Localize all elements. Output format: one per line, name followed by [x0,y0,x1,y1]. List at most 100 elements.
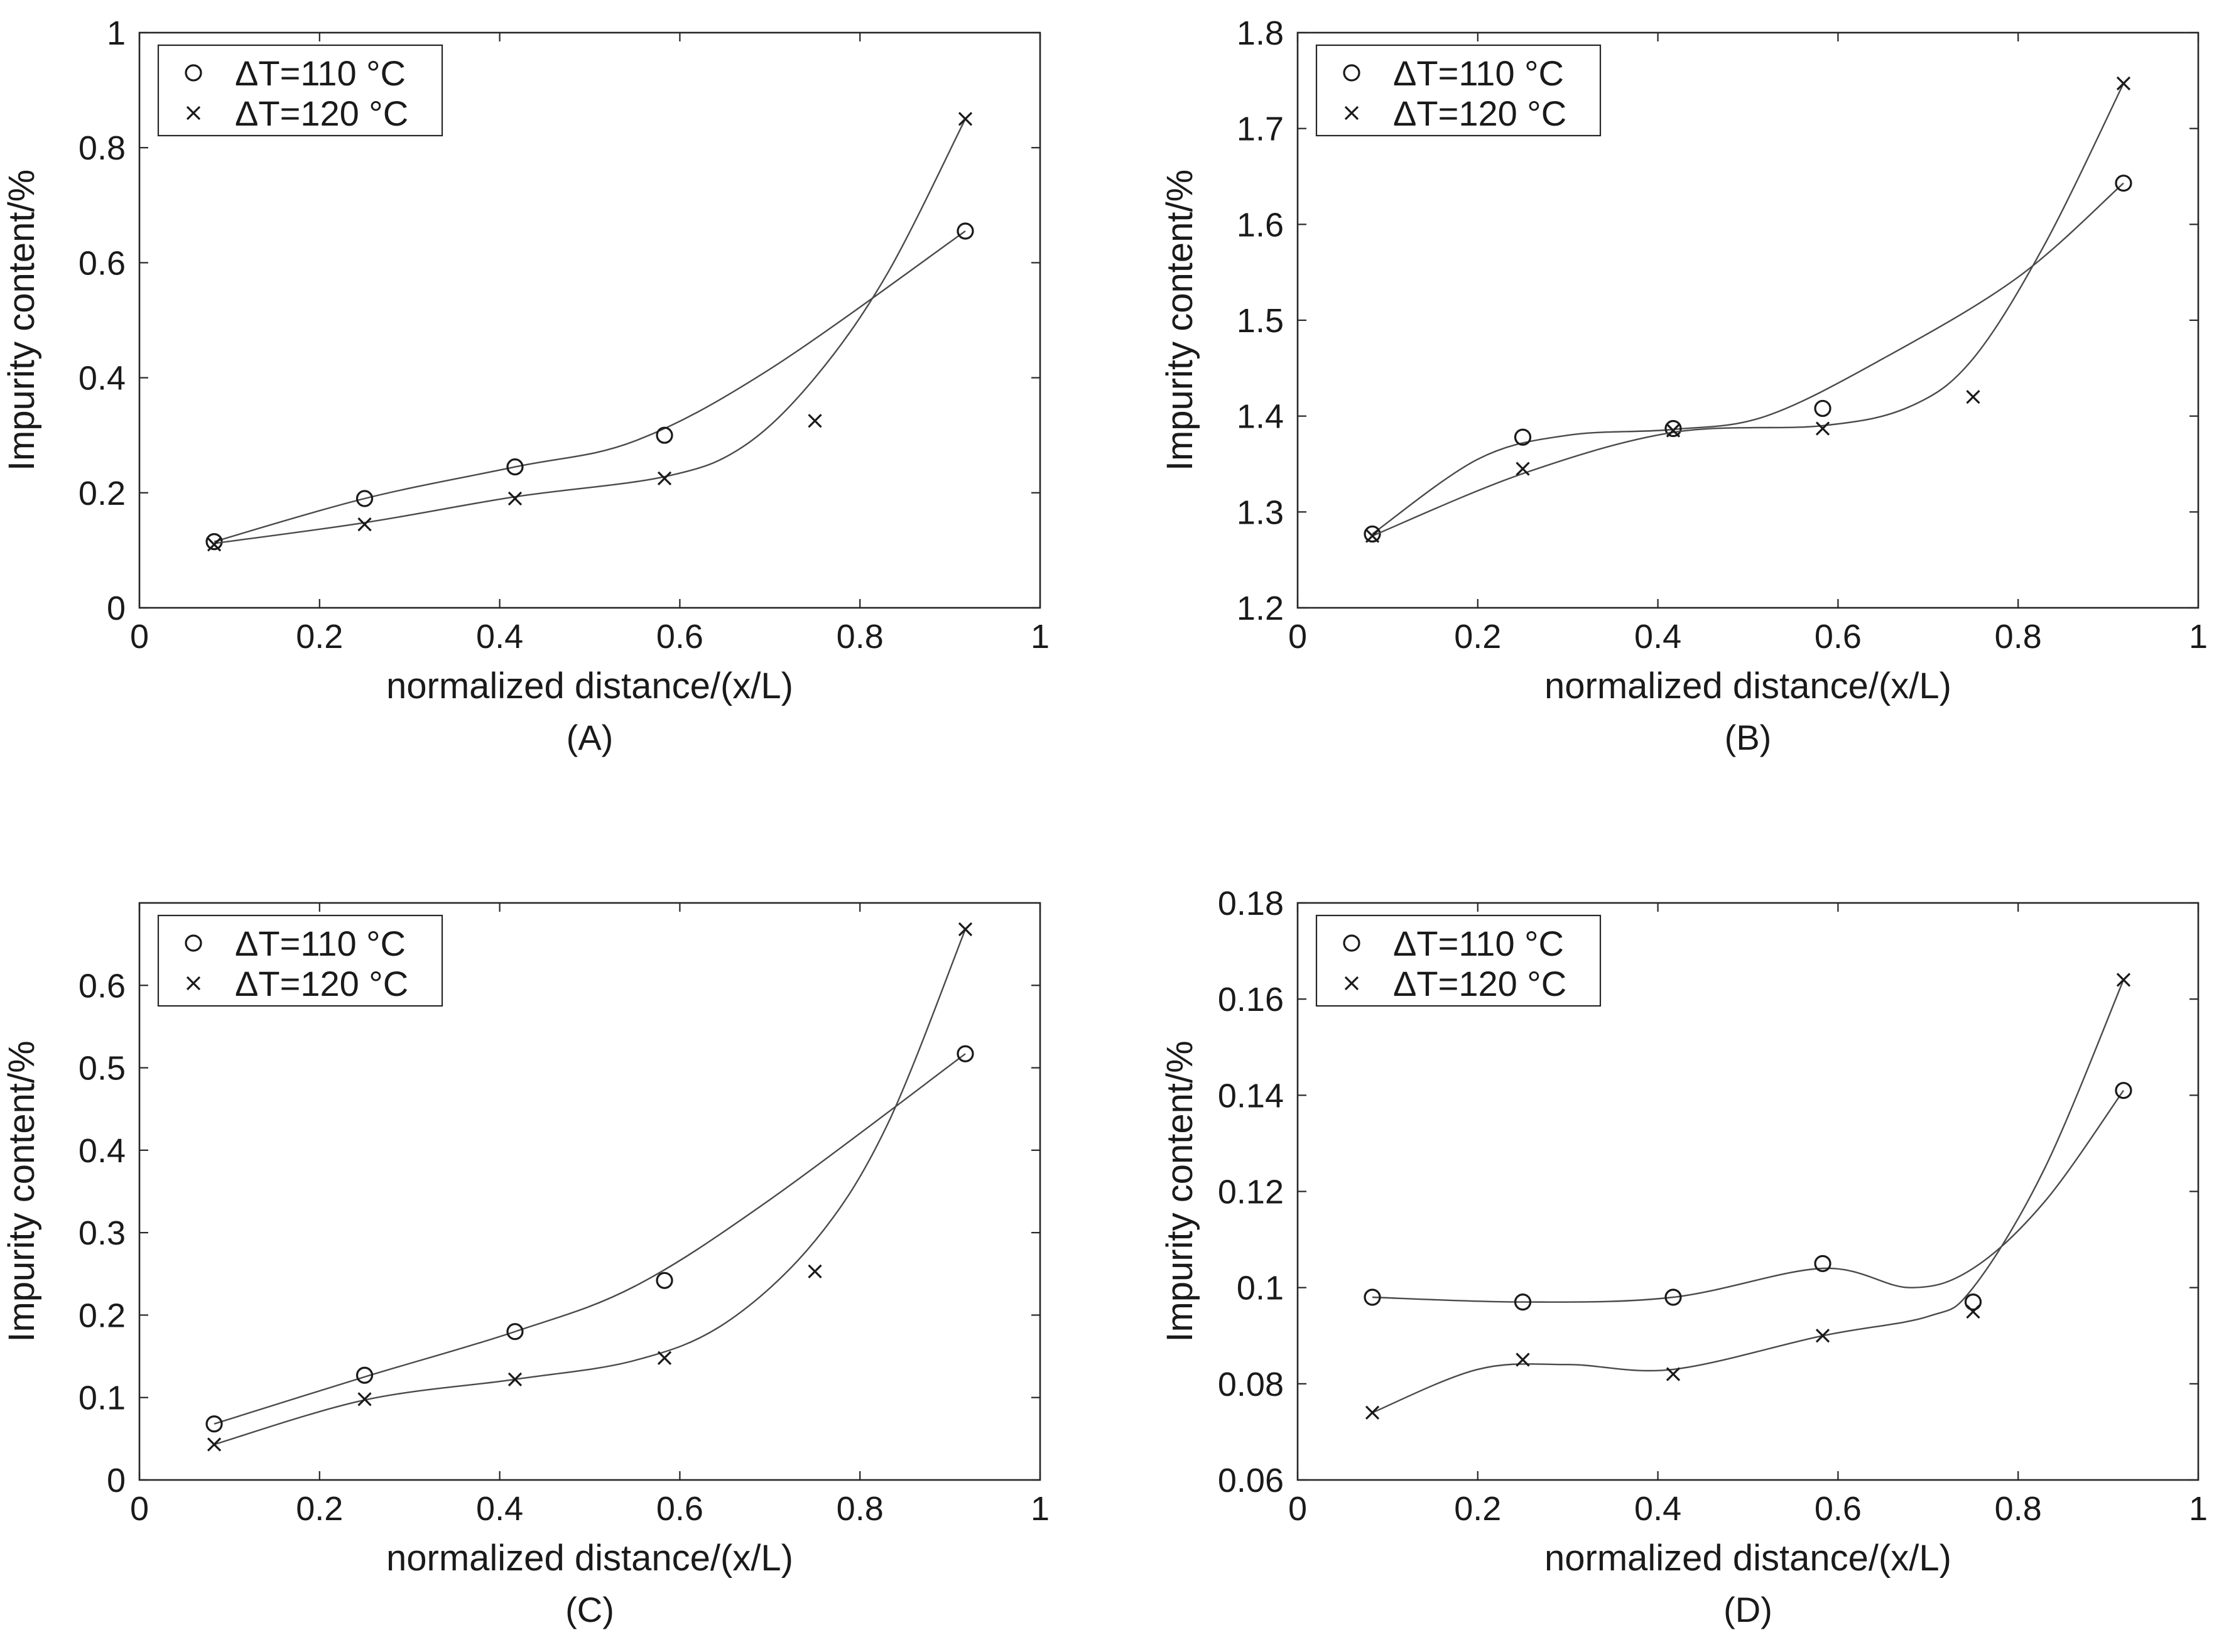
data-point-circle [1814,1255,1831,1272]
y-tick-label: 0.6 [79,967,126,1005]
x-tick-label: 0 [1288,618,1307,656]
x-axis-label: normalized distance/(x/L) [1544,1538,1951,1579]
data-point-circle [1514,428,1532,446]
data-point-cross [808,414,822,428]
y-tick-label: 1.5 [1237,302,1284,340]
data-point-circle [957,1045,974,1062]
x-tick-label: 0.2 [296,618,343,656]
y-tick-label: 0.5 [79,1050,126,1088]
y-axis-label: Impurity content/% [1,1040,42,1342]
series-dt120 [207,112,973,552]
y-tick-label: 0.2 [79,1297,126,1334]
series-dt110 [205,222,974,551]
plot-frame [138,31,1041,609]
data-point-cross [2116,76,2131,91]
data-point-cross [507,491,523,506]
data-point-cross [1365,529,1380,543]
fit-curve [214,1053,966,1425]
y-tick-label: 1 [107,14,126,52]
x-axis-label: normalized distance/(x/L) [386,1538,793,1579]
legend-entry: ΔT=110 °C [1393,924,1564,963]
y-tick-label: 1.2 [1237,590,1284,627]
plot-frame [138,902,1041,1481]
x-tick-label: 0.4 [1634,1490,1681,1528]
x-tick-label: 1 [1031,618,1050,656]
x-tick-label: 0.8 [837,1490,884,1528]
legend-entry: ΔT=120 °C [235,94,408,133]
legend-box [1315,914,1602,1007]
data-point-cross [207,537,222,552]
data-point-cross [1666,423,1681,438]
x-tick-label: 0.6 [656,1490,703,1528]
data-point-cross [657,471,672,486]
legend-marker-circle [185,934,202,952]
data-point-cross [808,1264,822,1278]
data-point-cross [1815,421,1830,436]
data-point-cross [357,1392,372,1406]
y-tick-label: 0.8 [79,129,126,167]
x-tick-label: 1 [1031,1490,1050,1528]
x-tick-label: 0.2 [1454,618,1501,656]
x-tick-label: 0.6 [656,618,703,656]
x-tick-label: 1 [2189,1490,2208,1528]
legend: ΔT=110 °CΔT=120 °C [157,914,443,1007]
y-tick-label: 0.2 [79,475,126,512]
data-point-circle [656,426,673,444]
data-point-cross [1666,1367,1681,1381]
fit-curve [1372,182,2124,535]
y-tick-label: 0 [107,590,126,627]
data-point-cross [207,1437,222,1452]
legend-marker-circle [1343,64,1360,82]
legend-box [157,914,443,1007]
y-tick-label: 0 [107,1462,126,1499]
chart-panel-d: 0 0.2 0.4 0.6 0.8 1 0.06 0.08 0.1 0.12 0.14 0.16 0.1… [1159,885,2208,1629]
y-tick-label: 0.4 [79,360,126,397]
y-tick-label: 0.14 [1218,1077,1284,1115]
x-tick-label: 0.4 [476,1490,523,1528]
panel-label: (B) [1725,718,1772,757]
data-point-circle [957,222,974,240]
series-dt120 [1365,76,2131,543]
data-point-circle [506,458,524,476]
y-tick-label: 0.1 [1237,1270,1284,1307]
legend-entry: ΔT=120 °C [235,964,408,1003]
series-dt110 [205,1045,974,1433]
legend-entry: ΔT=110 °C [1393,53,1564,93]
y-tick-label: 1.7 [1237,111,1284,148]
legend-marker-cross [186,105,201,121]
legend-marker-circle [185,64,202,82]
fit-curve [214,118,967,544]
y-tick-label: 0.1 [79,1379,126,1417]
data-point-cross [958,922,973,937]
series-dt120 [207,922,973,1452]
series-dt120 [1365,973,2131,1420]
x-tick-label: 0.2 [296,1490,343,1528]
legend-box [1315,44,1602,137]
data-point-circle [656,1271,673,1289]
legend-entry: ΔT=110 °C [235,53,406,93]
data-point-circle [1514,1293,1532,1311]
legend-box [157,44,443,137]
data-point-circle [355,1366,374,1384]
y-tick-label: 0.3 [79,1214,126,1252]
data-point-circle [1664,419,1682,438]
x-tick-label: 0.6 [1815,618,1862,656]
data-point-cross [2116,973,2131,987]
data-point-cross [1516,1352,1530,1367]
data-point-circle [506,1323,524,1341]
y-axis-label: Impurity content/% [1159,1040,1200,1342]
y-tick-label: 0.06 [1218,1462,1284,1499]
y-tick-label: 0.18 [1218,885,1284,922]
data-point-circle [1364,525,1381,543]
series-dt110 [1364,175,2132,543]
data-point-cross [1966,390,1980,404]
data-point-cross [1815,1329,1830,1343]
y-tick-label: 1.8 [1237,14,1284,52]
fit-curve [1372,980,2125,1413]
y-tick-label: 1.3 [1237,494,1284,531]
data-point-cross [357,517,372,532]
x-tick-label: 0.4 [476,618,523,656]
legend-marker-cross [186,976,201,991]
legend-marker-cross [1344,105,1359,121]
